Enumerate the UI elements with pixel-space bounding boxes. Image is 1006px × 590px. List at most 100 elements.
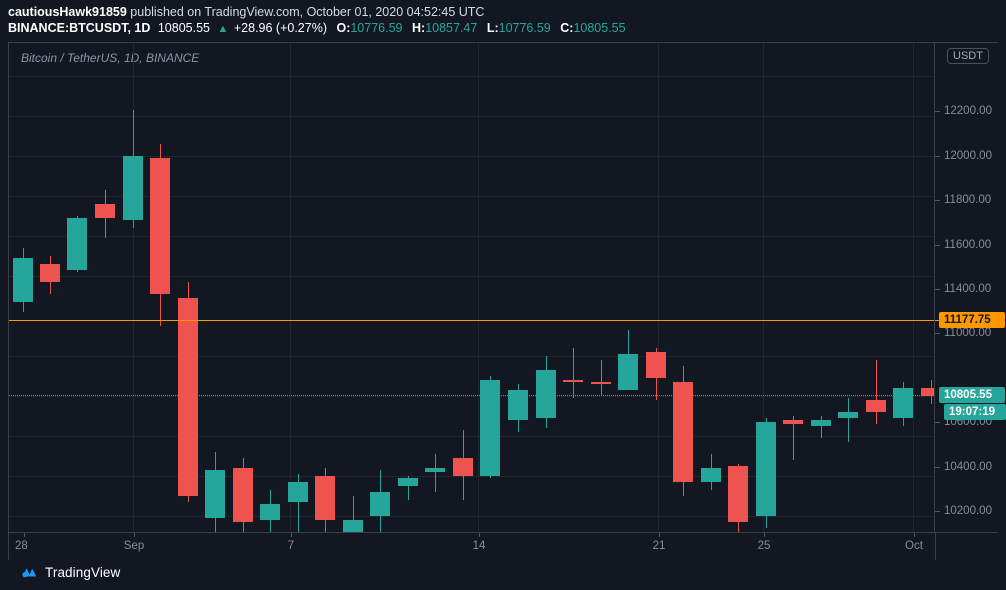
close-key: C:: [560, 21, 574, 35]
price-axis-tick: [935, 245, 940, 246]
close-value: 10805.55: [573, 21, 626, 35]
low-key: L:: [486, 21, 499, 35]
candle-body[interactable]: [95, 204, 115, 218]
symbol-label: BINANCE:BTCUSDT, 1D: [8, 21, 151, 35]
current-price-badge[interactable]: 10805.55: [939, 387, 1005, 403]
horizontal-gridline: [9, 76, 934, 77]
candle-body[interactable]: [508, 390, 528, 420]
horizontal-ray-line[interactable]: [9, 320, 934, 321]
candle-body[interactable]: [536, 370, 556, 418]
vertical-gridline: [658, 43, 659, 532]
candle-wick: [601, 360, 602, 396]
time-axis-label: Oct: [905, 540, 923, 552]
candle-wick: [573, 348, 574, 398]
candle-body[interactable]: [811, 420, 831, 426]
candle-body[interactable]: [646, 352, 666, 378]
time-axis-label: Sep: [123, 540, 145, 552]
horizontal-gridline: [9, 476, 934, 477]
time-axis-tick: [764, 533, 765, 537]
time-axis-separator: [935, 533, 936, 561]
horizontal-gridline: [9, 236, 934, 237]
time-axis-tick: [914, 533, 915, 537]
candle-body[interactable]: [673, 382, 693, 482]
candle-body[interactable]: [893, 388, 913, 418]
chart-header: cautiousHawk91859 published on TradingVi…: [0, 0, 1006, 40]
candle-body[interactable]: [288, 482, 308, 502]
candle-body[interactable]: [425, 468, 445, 472]
candle-body[interactable]: [150, 158, 170, 294]
candle-body[interactable]: [260, 504, 280, 520]
candle-body[interactable]: [591, 382, 611, 384]
candle-body[interactable]: [453, 458, 473, 476]
tradingview-mountain-icon: [22, 568, 37, 578]
horizontal-gridline: [9, 436, 934, 437]
candle-body[interactable]: [866, 400, 886, 412]
vertical-gridline: [290, 43, 291, 532]
candle-wick: [821, 416, 822, 438]
candle-body[interactable]: [370, 492, 390, 516]
price-axis[interactable]: USDT 12200.00 12000.00 11800.00 11600.00 114…: [934, 43, 1006, 532]
candle-body[interactable]: [728, 466, 748, 522]
candle-body[interactable]: [40, 264, 60, 282]
candle-body[interactable]: [783, 420, 803, 424]
time-axis-label: 7: [287, 540, 295, 552]
candle-body[interactable]: [480, 380, 500, 476]
candle-body[interactable]: [123, 156, 143, 220]
candle-body[interactable]: [838, 412, 858, 418]
candlestick-plot[interactable]: Bitcoin / TetherUS, 1D, BINANCE: [9, 43, 934, 532]
horizontal-gridline: [9, 196, 934, 197]
price-axis-tick: [935, 289, 940, 290]
candle-body[interactable]: [233, 468, 253, 522]
candle-body[interactable]: [563, 380, 583, 382]
candle-body[interactable]: [178, 298, 198, 496]
candle-wick: [876, 360, 877, 424]
candle-body[interactable]: [315, 476, 335, 520]
time-axis-label: 14: [472, 540, 486, 552]
candle-body[interactable]: [618, 354, 638, 390]
candle-body[interactable]: [205, 470, 225, 518]
time-axis-label: 25: [757, 540, 771, 552]
candle-body[interactable]: [756, 422, 776, 516]
footer: [0, 560, 1006, 590]
time-axis-tick: [659, 533, 660, 537]
price-axis-tick: [935, 511, 940, 512]
time-axis-tick: [134, 533, 135, 537]
candle-body[interactable]: [701, 468, 721, 482]
price-change: +28.96 (+0.27%): [233, 21, 327, 35]
candle-body[interactable]: [13, 258, 33, 302]
current-price-line[interactable]: [9, 395, 934, 397]
price-axis-label: 11400.00: [944, 283, 992, 295]
candle-wick: [298, 474, 299, 532]
price-axis-tick: [935, 111, 940, 112]
time-axis[interactable]: 28 Sep 7 14 21 25 Oct: [8, 532, 998, 561]
up-arrow-icon: ▲: [217, 23, 229, 35]
publisher-line: cautiousHawk91859 published on TradingVi…: [8, 4, 1006, 20]
price-axis-tick: [935, 422, 940, 423]
time-axis-tick: [291, 533, 292, 537]
resistance-price-badge[interactable]: 11177.75: [939, 312, 1005, 328]
candle-body[interactable]: [343, 520, 363, 532]
open-key: O:: [336, 21, 351, 35]
horizontal-gridline: [9, 276, 934, 277]
candle-body[interactable]: [67, 218, 87, 270]
horizontal-gridline: [9, 356, 934, 357]
price-axis-tick: [935, 467, 940, 468]
vertical-gridline: [913, 43, 914, 532]
price-axis-tick: [935, 156, 940, 157]
price-axis-label: 11600.00: [944, 239, 992, 251]
open-value: 10776.59: [350, 21, 403, 35]
candle-body[interactable]: [921, 388, 934, 396]
candle-wick: [408, 476, 409, 500]
candle-wick: [353, 496, 354, 532]
vertical-gridline: [133, 43, 134, 532]
horizontal-gridline: [9, 156, 934, 157]
tradingview-brand-text: TradingView: [45, 564, 121, 580]
publish-info: published on TradingView.com, October 01…: [130, 5, 485, 19]
last-price: 10805.55: [157, 21, 210, 35]
chart-legend: Bitcoin / TetherUS, 1D, BINANCE: [21, 51, 200, 65]
high-key: H:: [411, 21, 426, 35]
bar-countdown-badge[interactable]: 19:07:19: [944, 404, 1006, 420]
price-axis-label: 12200.00: [944, 105, 992, 117]
candle-body[interactable]: [398, 478, 418, 486]
